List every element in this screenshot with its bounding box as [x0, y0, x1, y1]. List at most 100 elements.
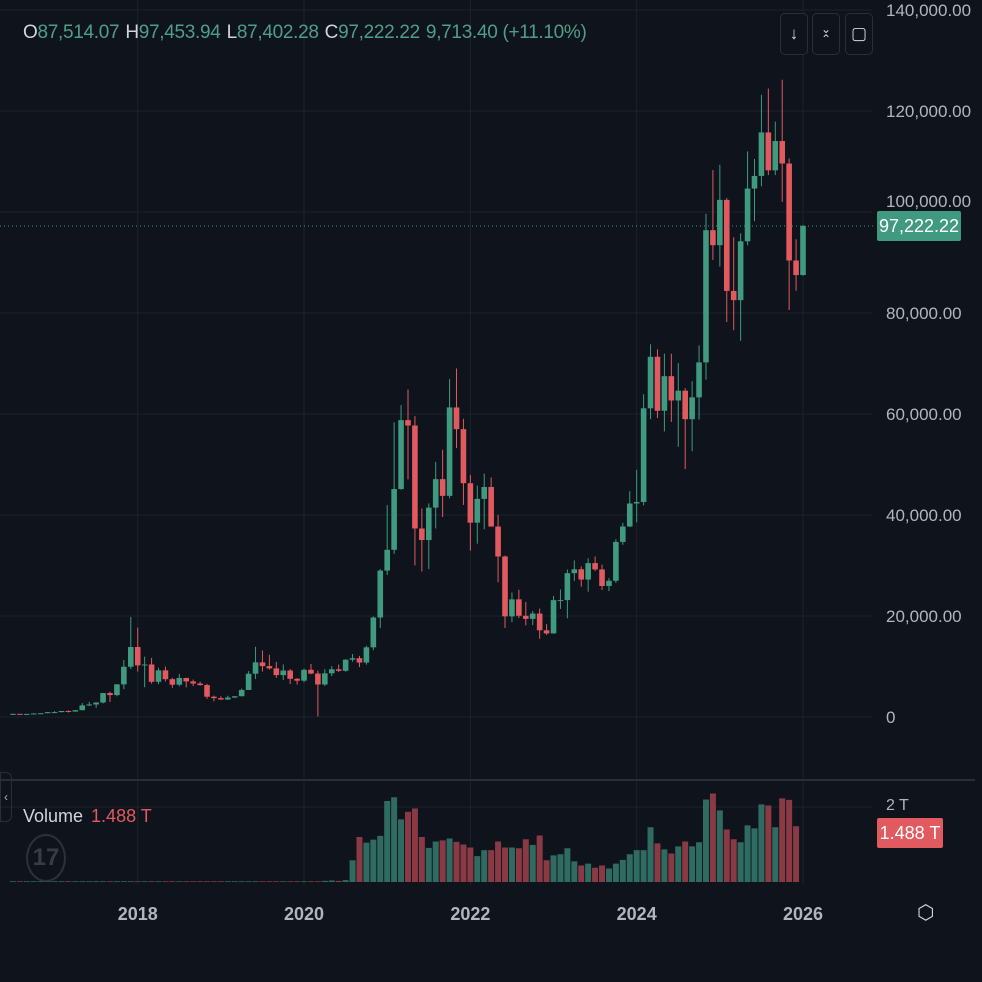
candle	[481, 473, 488, 530]
candle	[405, 389, 411, 480]
open-value: 87,514.07	[37, 22, 120, 43]
collapse-button[interactable]: ⌄ ⌃	[812, 13, 840, 55]
candle-body	[779, 141, 786, 164]
candle	[363, 645, 370, 665]
price-tick-label: 120,000.00	[886, 102, 971, 121]
candle-body	[786, 163, 792, 261]
last-price-label: 97,222.22	[879, 216, 959, 236]
candle-body	[10, 713, 16, 715]
candle	[211, 695, 217, 702]
candle	[356, 655, 363, 668]
volume-bar	[702, 799, 709, 882]
time-tick-label: 2022	[450, 904, 490, 924]
candle-body	[467, 483, 474, 523]
candle	[488, 477, 494, 527]
volume-bar	[79, 881, 86, 882]
candle	[675, 363, 682, 447]
volume-bar	[585, 863, 592, 882]
candle-body	[737, 241, 744, 301]
candle	[114, 684, 120, 697]
candle	[571, 560, 578, 581]
candle-body	[93, 702, 99, 705]
candle-body	[453, 407, 460, 430]
price-tick-label: 60,000.00	[886, 405, 962, 424]
volume-bar	[682, 841, 689, 882]
volume-bar	[661, 849, 668, 882]
candle-body	[578, 569, 585, 580]
candle-body	[523, 615, 529, 619]
candle-body	[509, 599, 515, 617]
volume-bar	[314, 881, 321, 882]
candle-body	[245, 673, 252, 690]
volume-bar	[231, 881, 238, 882]
candle-body	[266, 666, 273, 669]
volume-bar	[474, 856, 481, 882]
volume-bar	[23, 881, 30, 882]
fullscreen-button[interactable]: ▢	[845, 13, 873, 55]
change-value: 9,713.40 (+11.10%)	[425, 22, 587, 43]
candle-body	[356, 658, 363, 663]
candle	[65, 710, 72, 713]
volume-bar	[65, 881, 72, 882]
price-axis[interactable]: 0 20,000.00 40,000.00 60,000.00 80,000.00 100…	[886, 1, 971, 727]
volume-bar	[197, 881, 204, 882]
candle-body	[606, 580, 612, 587]
candle-body	[626, 503, 633, 527]
volume-bar	[709, 793, 716, 882]
volume-bar	[148, 881, 155, 882]
volume-bar	[605, 868, 612, 882]
candle-body	[252, 662, 259, 674]
candle-body	[682, 390, 688, 420]
volume-bar	[321, 880, 328, 882]
candle	[633, 469, 640, 523]
candle-body	[114, 684, 120, 696]
candle	[134, 627, 141, 672]
volume-bar	[460, 844, 467, 882]
close-value: 97,222.22	[338, 22, 420, 43]
volume-bar	[259, 881, 266, 882]
candle-body	[44, 712, 51, 714]
candle-body	[280, 670, 287, 676]
collapse-icon: ⌄ ⌃	[820, 22, 832, 46]
volume-bar	[391, 797, 398, 882]
volume-bar	[252, 881, 259, 882]
candle-body	[585, 563, 591, 580]
volume-bar	[204, 881, 211, 882]
candle-body	[322, 673, 328, 685]
price-tick-label: 100,000.00	[886, 192, 971, 211]
candle	[536, 608, 543, 639]
volume-bar	[668, 853, 675, 882]
candle-body	[141, 664, 148, 666]
time-axis[interactable]: 2018 2020 2022 2024 2026	[118, 904, 823, 924]
candle	[647, 344, 654, 420]
time-tick-label: 2020	[284, 904, 324, 924]
scroll-down-button[interactable]: ↓	[780, 13, 808, 55]
candle-body	[308, 669, 314, 674]
candle	[495, 515, 501, 583]
candle-body	[65, 710, 72, 712]
candle-body	[273, 668, 280, 676]
volume-bar	[626, 854, 633, 882]
candle	[668, 353, 675, 423]
candle-body	[190, 681, 196, 684]
candle	[259, 650, 266, 672]
volume-bar	[370, 839, 377, 882]
candle	[613, 539, 619, 583]
candle	[162, 666, 169, 682]
close-label: C	[324, 22, 339, 43]
volume-label: Volume	[23, 806, 84, 826]
settings-button[interactable]: ⬡	[917, 900, 934, 925]
candle-body	[730, 290, 737, 301]
volume-bar	[619, 859, 626, 882]
tradingview-logo[interactable]: 17	[26, 834, 66, 882]
candle-body	[481, 487, 488, 499]
candle	[349, 654, 356, 662]
volume-bar	[162, 881, 169, 882]
volume-bar	[100, 881, 107, 882]
candle-body	[197, 683, 203, 686]
candle	[370, 616, 377, 651]
candle	[412, 416, 418, 566]
collapse-panel-button[interactable]: ‹	[0, 772, 12, 822]
volume-bar	[127, 881, 134, 882]
